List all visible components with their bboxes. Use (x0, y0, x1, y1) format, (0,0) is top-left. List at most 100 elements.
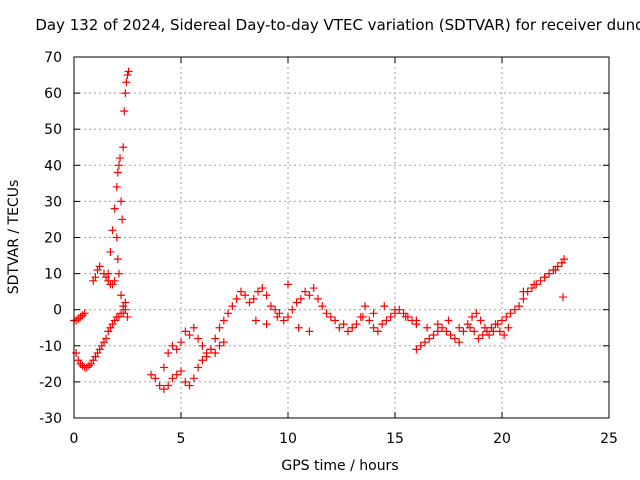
y-tick-label: 60 (44, 86, 62, 102)
y-tick-labels: -30 -20 -10 0 10 20 30 40 50 60 70 (39, 50, 62, 427)
data-point (198, 341, 207, 350)
data-point (177, 338, 185, 347)
data-point (113, 255, 122, 264)
data-point (198, 356, 207, 365)
data-point (284, 280, 292, 289)
data-point (258, 284, 267, 293)
data-point (123, 71, 132, 80)
x-axis-label: GPS time / hours (281, 458, 398, 474)
data-point (391, 305, 399, 314)
x-tick-label: 5 (177, 431, 186, 447)
data-point (215, 341, 224, 350)
data-point (99, 338, 108, 347)
data-point (361, 302, 370, 311)
data-point (194, 334, 203, 343)
data-point (429, 330, 438, 339)
data-point (112, 182, 121, 191)
grid-lines (74, 57, 609, 418)
data-point (369, 309, 378, 318)
data-point (219, 316, 228, 325)
data-point (241, 291, 250, 300)
data-point (455, 338, 464, 347)
data-point (498, 316, 506, 325)
data-point (104, 327, 113, 336)
data-point (262, 291, 271, 300)
data-point (271, 305, 280, 314)
data-point (463, 320, 472, 329)
data-point (275, 309, 284, 318)
x-tick-label: 15 (386, 431, 404, 447)
data-point (279, 316, 288, 325)
data-point (151, 374, 160, 383)
data-point (104, 269, 113, 278)
data-point (352, 320, 361, 329)
data-point (309, 284, 318, 293)
data-point (318, 302, 327, 311)
data-point (495, 327, 504, 336)
data-point (181, 377, 190, 386)
data-point (288, 305, 297, 314)
data-point (185, 330, 194, 339)
data-point (93, 349, 102, 358)
data-point (211, 334, 220, 343)
data-point (76, 359, 85, 368)
data-point (177, 367, 185, 376)
data-point (504, 323, 513, 332)
data-point (114, 161, 123, 170)
data-point (326, 312, 335, 321)
data-point (545, 269, 554, 278)
data-point (540, 273, 549, 282)
data-point (296, 294, 305, 303)
data-point (438, 323, 447, 332)
data-point (284, 312, 292, 321)
data-point (72, 349, 81, 358)
data-point (455, 323, 464, 332)
data-point (236, 287, 245, 296)
data-point (82, 363, 91, 372)
data-point (502, 312, 511, 321)
data-point (530, 280, 539, 289)
data-point (108, 320, 117, 329)
data-point (423, 323, 432, 332)
data-point (433, 327, 442, 336)
data-point (474, 334, 483, 343)
data-point (189, 323, 198, 332)
data-point (339, 320, 348, 329)
data-point (95, 262, 104, 271)
data-point (273, 312, 282, 321)
data-point (459, 327, 468, 336)
y-tick-label: -20 (39, 375, 62, 391)
data-point (401, 312, 410, 321)
x-tick-label: 0 (70, 431, 79, 447)
data-point (262, 320, 271, 329)
data-point (348, 323, 357, 332)
data-point (228, 302, 237, 311)
data-point (399, 309, 408, 318)
data-point (331, 316, 340, 325)
chart-title: Day 132 of 2024, Sidereal Day-to-day VTE… (35, 16, 640, 34)
data-point (118, 215, 127, 224)
data-point (294, 323, 303, 332)
y-tick-label: 30 (44, 194, 62, 210)
data-point (442, 327, 451, 336)
data-point (74, 314, 83, 323)
data-point (164, 381, 173, 390)
data-point (159, 363, 168, 372)
data-point (433, 320, 442, 329)
data-point (465, 323, 474, 332)
data-point (301, 287, 310, 296)
x-tick-labels: 0 5 10 15 20 25 (70, 431, 618, 447)
y-tick-label: 50 (44, 122, 62, 138)
data-point (206, 345, 215, 354)
data-point (106, 323, 115, 332)
data-point (515, 302, 524, 311)
data-point (386, 312, 395, 321)
y-tick-label: -30 (39, 411, 62, 427)
data-point (224, 309, 233, 318)
data-point (468, 312, 477, 321)
data-point (373, 327, 382, 336)
data-point (110, 276, 119, 285)
data-point (425, 334, 434, 343)
data-point (78, 311, 87, 320)
